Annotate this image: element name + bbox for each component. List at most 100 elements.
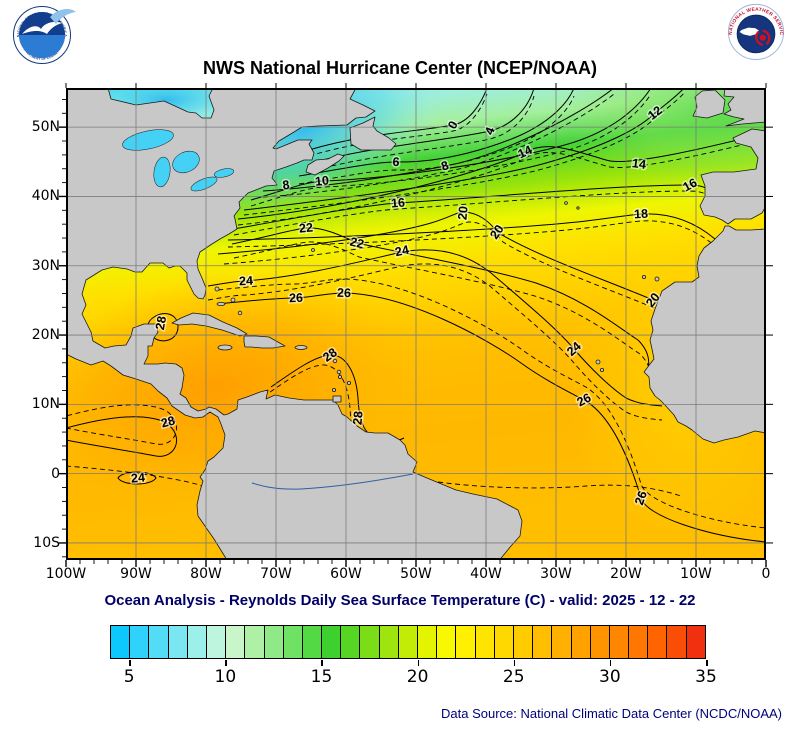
lon-tick-label: 30W bbox=[540, 566, 572, 582]
landmass-cuba bbox=[171, 312, 248, 337]
contour-label: 22 bbox=[349, 235, 366, 252]
amazon-river bbox=[251, 473, 414, 490]
colorbar-cell bbox=[629, 626, 649, 658]
colorbar-tick bbox=[225, 660, 227, 666]
colorbar-cell bbox=[609, 626, 630, 658]
colorbar-cell bbox=[245, 626, 265, 658]
landmass-azores bbox=[576, 206, 580, 210]
lon-tick-label: 50W bbox=[400, 566, 432, 582]
lon-tick-label: 100W bbox=[45, 566, 87, 582]
colorbar-cell bbox=[322, 626, 342, 658]
lat-tick-label: 20N bbox=[31, 327, 60, 344]
colorbar-cell bbox=[418, 626, 438, 658]
lon-tick-label: 70W bbox=[260, 566, 292, 582]
colorbar-tick-label: 5 bbox=[123, 667, 135, 687]
grid-lines bbox=[66, 88, 766, 560]
landmass-hispaniola bbox=[243, 335, 286, 349]
colorbar-cell bbox=[226, 626, 246, 658]
colorbar-cell bbox=[590, 626, 610, 658]
lon-tick-label: 60W bbox=[330, 566, 362, 582]
colorbar-cell bbox=[341, 626, 361, 658]
lat-tick-label: 10S bbox=[33, 534, 60, 551]
temperature-colorbar bbox=[110, 625, 706, 659]
noaa-gull-wing-icon bbox=[50, 9, 76, 24]
colorbar-cell bbox=[513, 626, 534, 658]
page-title: NWS National Hurricane Center (NCEP/NOAA… bbox=[202, 58, 598, 78]
contour-label: 14 bbox=[631, 156, 647, 172]
landmass-nova-scotia bbox=[305, 153, 345, 176]
colorbar-cell bbox=[398, 626, 418, 658]
axis-ticks bbox=[59, 83, 773, 567]
colorbar-tick-label: 30 bbox=[599, 667, 621, 687]
landmass-antilles bbox=[332, 358, 338, 364]
lon-tick-label: 80W bbox=[190, 566, 222, 582]
colorbar-tick bbox=[706, 660, 708, 666]
great-lakes bbox=[122, 129, 235, 192]
contour-label: 22 bbox=[298, 220, 313, 235]
colorbar-cell bbox=[648, 626, 668, 658]
contour-label: 20 bbox=[455, 205, 470, 220]
contour-label: 26 bbox=[337, 286, 351, 300]
contour-label: 28 bbox=[153, 315, 169, 331]
lon-tick-label: 90W bbox=[120, 566, 152, 582]
colorbar-cell bbox=[206, 626, 227, 658]
gulf-stream-region bbox=[217, 191, 575, 285]
landmass-antilles bbox=[337, 374, 342, 379]
landmass-cape-verde bbox=[595, 359, 601, 365]
nws-hurricane-arms-icon bbox=[755, 29, 771, 47]
landmass-bermuda bbox=[311, 248, 315, 252]
colorbar-tick-label: 15 bbox=[310, 667, 333, 687]
lon-tick-label: 0 bbox=[761, 566, 771, 582]
landmass-americas bbox=[66, 88, 523, 560]
lat-tick-label: 50N bbox=[31, 119, 60, 136]
landmass-canaries bbox=[642, 274, 647, 279]
colorbar-cell bbox=[302, 626, 323, 658]
colorbar-tick-label: 35 bbox=[695, 667, 717, 687]
colorbar-cell bbox=[533, 626, 553, 658]
landmass-iberia-france bbox=[699, 128, 766, 225]
lon-tick-label: 20W bbox=[610, 566, 642, 582]
colorbar-tick bbox=[609, 660, 612, 666]
colorbar-cell bbox=[571, 626, 591, 658]
landmass-bahamas bbox=[216, 301, 226, 306]
contour-label: 24 bbox=[130, 470, 145, 485]
lat-tick-label: 10N bbox=[31, 396, 60, 413]
landmass-canaries bbox=[654, 276, 660, 282]
colorbar-cell bbox=[264, 626, 284, 658]
contour-label: 18 bbox=[634, 207, 649, 222]
landmass-jamaica bbox=[217, 344, 233, 351]
landmass-cape-verde bbox=[600, 367, 605, 372]
landmass-africa bbox=[643, 225, 766, 444]
nws-usa-map-icon bbox=[739, 27, 759, 36]
colorbar-cell bbox=[494, 626, 514, 658]
sst-map: 0 4 6 8 8 10 12 14 14 16 16 18 20 20 20 22 22 24 24 24 26 26 2… bbox=[59, 83, 773, 567]
colorbar-cell bbox=[111, 626, 131, 658]
colorbar-cell bbox=[130, 626, 150, 658]
landmass-trinidad bbox=[332, 395, 342, 403]
colorbar-tick bbox=[513, 660, 516, 666]
colorbar-tick-label: 20 bbox=[406, 667, 429, 687]
nws-logo[interactable]: NATIONAL WEATHER SERVICE bbox=[724, 2, 788, 60]
contour-label: 26 bbox=[289, 291, 303, 305]
landmass-newfoundland bbox=[349, 116, 397, 151]
lat-tick-label: 0 bbox=[51, 465, 60, 482]
colorbar-cell bbox=[552, 626, 572, 658]
colorbar-cell bbox=[437, 626, 457, 658]
nws-hurricane-icon bbox=[759, 34, 766, 41]
landmass-antilles bbox=[336, 369, 342, 375]
colorbar-tick-label: 10 bbox=[214, 667, 237, 687]
landmass-britain bbox=[723, 88, 766, 127]
noaa-logo[interactable]: NATIONAL OCEANIC AND ATMOSPHERIC ADMINIS… bbox=[10, 3, 80, 65]
colorbar-cell bbox=[379, 626, 399, 658]
colorbar-cell bbox=[168, 626, 188, 658]
landmass-azores bbox=[564, 201, 568, 205]
contour-label: 28 bbox=[159, 413, 176, 430]
data-source-credit: Data Source: National Climatic Data Cent… bbox=[441, 706, 782, 721]
landmass-bahamas bbox=[214, 286, 220, 292]
colorbar-cell bbox=[475, 626, 495, 658]
landmass-bahamas bbox=[237, 310, 243, 316]
colorbar-cell bbox=[686, 626, 705, 658]
lat-tick-label: 40N bbox=[31, 188, 60, 205]
lon-tick-label: 10W bbox=[680, 566, 712, 582]
